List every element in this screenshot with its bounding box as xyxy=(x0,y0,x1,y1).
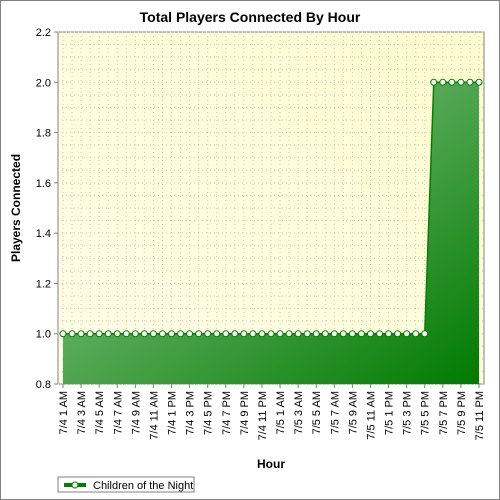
x-tick-label: 7/4 1 PM xyxy=(167,391,179,435)
data-point xyxy=(312,330,320,338)
y-tick-label: 0.8 xyxy=(36,379,51,391)
data-point xyxy=(249,330,257,338)
data-point xyxy=(357,330,365,338)
data-point xyxy=(149,330,157,338)
x-tick-label: 7/4 1 AM xyxy=(58,391,70,434)
x-tick-label: 7/5 1 AM xyxy=(275,391,287,434)
x-tick-label: 7/4 11 AM xyxy=(148,391,160,440)
chart-title: Total Players Connected By Hour xyxy=(140,9,361,25)
data-point xyxy=(430,78,438,86)
y-tick-label: 2.2 xyxy=(36,27,51,39)
x-tick-label: 7/4 9 PM xyxy=(239,391,251,435)
data-point xyxy=(59,330,67,338)
data-point xyxy=(421,330,429,338)
data-point xyxy=(77,330,85,338)
data-point xyxy=(104,330,112,338)
x-tick-label: 7/5 11 AM xyxy=(365,391,377,440)
data-point xyxy=(475,78,483,86)
data-point xyxy=(95,330,103,338)
data-point xyxy=(385,330,393,338)
data-point xyxy=(412,330,420,338)
legend-label: Children of the Night xyxy=(93,480,193,492)
x-tick-label: 7/5 7 AM xyxy=(329,391,341,434)
x-tick-label: 7/4 7 AM xyxy=(112,391,124,434)
x-axis: 7/4 1 AM 7/4 3 AM 7/4 5 AM 7/4 7 AM 7/4 9 AM… xyxy=(58,384,486,440)
legend-box xyxy=(57,476,195,493)
data-point xyxy=(276,330,284,338)
data-point xyxy=(186,330,194,338)
data-point xyxy=(439,78,447,86)
data-point xyxy=(168,330,176,338)
data-point xyxy=(158,330,166,338)
data-point xyxy=(113,330,121,338)
data-point xyxy=(403,330,411,338)
data-point xyxy=(366,330,374,338)
y-tick-label: 1.2 xyxy=(36,278,51,290)
data-point xyxy=(68,330,76,338)
data-point xyxy=(394,330,402,338)
y-tick-label: 1.6 xyxy=(36,178,51,190)
x-tick-label: 7/5 1 PM xyxy=(384,391,396,435)
data-point xyxy=(330,330,338,338)
data-point xyxy=(448,78,456,86)
data-point xyxy=(195,330,203,338)
data-point xyxy=(240,330,248,338)
x-tick-label: 7/4 7 PM xyxy=(221,391,233,435)
x-tick-label: 7/4 11 PM xyxy=(257,391,269,440)
data-point xyxy=(285,330,293,338)
y-tick-label: 2.0 xyxy=(36,77,51,89)
data-point xyxy=(177,330,185,338)
data-point xyxy=(457,78,465,86)
x-tick-label: 7/5 9 AM xyxy=(347,391,359,434)
y-tick-label: 1.4 xyxy=(36,228,51,240)
legend: Children of the Night xyxy=(57,476,195,493)
series-area-fill xyxy=(63,82,479,385)
data-point xyxy=(339,330,347,338)
data-point xyxy=(222,330,230,338)
series-area xyxy=(59,78,483,385)
y-tick-label: 1.8 xyxy=(36,128,51,140)
data-point xyxy=(466,78,474,86)
data-point xyxy=(258,330,266,338)
legend-swatch-marker xyxy=(71,481,79,489)
data-point xyxy=(321,330,329,338)
y-axis-label: Players Connected xyxy=(9,154,23,262)
data-point xyxy=(213,330,221,338)
data-point xyxy=(204,330,212,338)
data-point xyxy=(122,330,130,338)
x-tick-label: 7/4 3 PM xyxy=(185,391,197,435)
data-point xyxy=(267,330,275,338)
data-point xyxy=(376,330,384,338)
data-point xyxy=(231,330,239,338)
x-tick-label: 7/5 11 PM xyxy=(474,391,486,440)
x-tick-label: 7/4 3 AM xyxy=(76,391,88,434)
data-point xyxy=(294,330,302,338)
x-tick-label: 7/4 9 AM xyxy=(130,391,142,434)
data-point xyxy=(348,330,356,338)
data-point xyxy=(140,330,148,338)
y-axis: 0.8 1.0 1.2 1.4 1.6 1.8 2.0 2.2 xyxy=(36,27,58,391)
data-point xyxy=(303,330,311,338)
data-point xyxy=(131,330,139,338)
x-tick-label: 7/5 3 AM xyxy=(293,391,305,434)
y-tick-label: 1.0 xyxy=(36,329,51,341)
x-tick-label: 7/5 7 PM xyxy=(438,391,450,435)
x-axis-label: Hour xyxy=(257,457,285,471)
data-point xyxy=(86,330,94,338)
x-tick-label: 7/4 5 AM xyxy=(94,391,106,434)
x-tick-label: 7/5 9 PM xyxy=(456,391,468,435)
x-tick-label: 7/4 5 PM xyxy=(203,391,215,435)
x-tick-label: 7/5 3 PM xyxy=(402,391,414,435)
x-tick-label: 7/5 5 PM xyxy=(420,391,432,435)
x-tick-label: 7/5 5 AM xyxy=(311,391,323,434)
